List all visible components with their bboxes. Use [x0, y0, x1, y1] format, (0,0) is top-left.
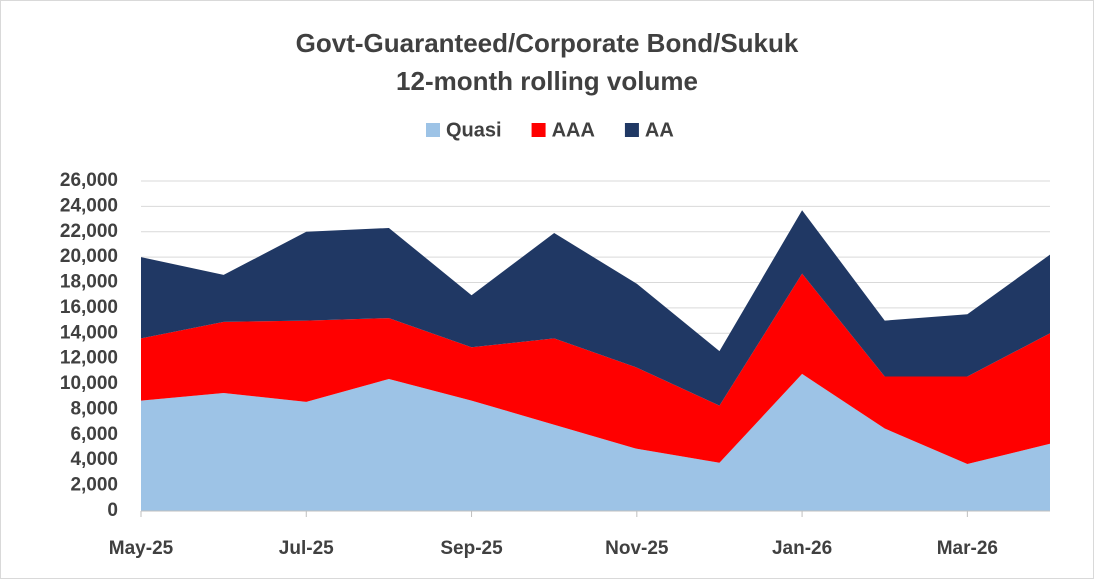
legend-label: AAA	[552, 119, 595, 141]
y-tick-label: 4,000	[70, 449, 118, 470]
legend-swatch	[426, 123, 440, 137]
chart-subtitle: 12-month rolling volume	[396, 66, 698, 96]
x-tick-label: Jan-26	[772, 538, 832, 559]
y-tick-label: 22,000	[60, 221, 118, 242]
x-tick-label: May-25	[109, 538, 174, 559]
area	[141, 210, 1050, 406]
legend-swatch	[531, 123, 546, 137]
y-tick-label: 14,000	[60, 322, 118, 343]
x-tick-label: Nov-25	[605, 538, 669, 559]
y-tick-label: 16,000	[60, 297, 118, 318]
y-tick-label: 26,000	[60, 170, 118, 191]
legend-label: Quasi	[446, 119, 502, 141]
y-tick-label: 10,000	[60, 373, 118, 394]
x-tick-label: Sep-25	[440, 538, 503, 559]
y-tick-label: 24,000	[60, 195, 118, 216]
legend-swatch	[624, 123, 639, 137]
y-tick-label: 18,000	[60, 272, 118, 293]
x-tick-label: Mar-26	[937, 538, 998, 559]
x-tick-label: Jul-25	[279, 538, 334, 559]
y-tick-label: 0	[107, 500, 118, 521]
y-tick-label: 6,000	[70, 424, 118, 445]
y-tick-label: 8,000	[70, 398, 118, 419]
area	[141, 273, 1050, 465]
y-tick-label: 12,000	[60, 348, 118, 369]
area	[141, 373, 1050, 511]
chart-title: Govt-Guaranteed/Corporate Bond/Sukuk	[296, 28, 799, 58]
y-tick-label: 20,000	[60, 246, 118, 267]
y-tick-label: 2,000	[70, 475, 118, 496]
legend-label: AA	[645, 119, 674, 141]
